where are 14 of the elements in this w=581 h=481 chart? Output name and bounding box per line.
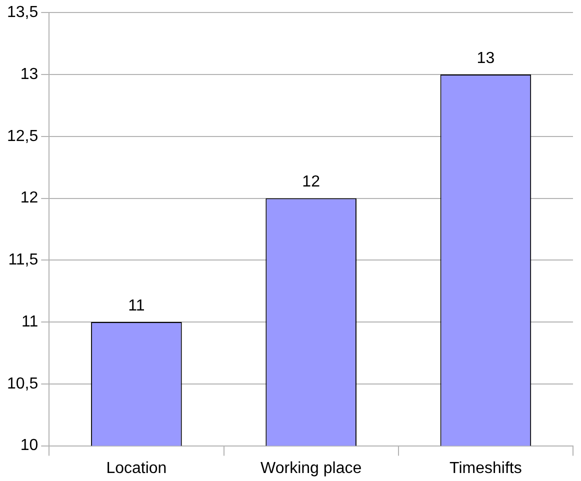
data-label: 13: [476, 50, 495, 67]
x-tick-label: Timeshifts: [450, 460, 522, 477]
y-tick-label: 10,5: [7, 375, 38, 392]
x-tick-label: Location: [106, 460, 167, 477]
data-label: 12: [302, 174, 320, 191]
y-tick-label: 10: [20, 437, 38, 454]
y-tick-label: 12,5: [7, 128, 38, 145]
y-tick-label: 11,5: [8, 252, 38, 269]
data-label: 11: [128, 297, 145, 314]
y-tick-label: 12: [20, 190, 38, 207]
x-tick-label: Working place: [260, 460, 362, 477]
y-tick-label: 13: [20, 66, 38, 83]
y-tick-label: 13,5: [7, 4, 38, 22]
y-tick-label: 11: [22, 313, 38, 330]
